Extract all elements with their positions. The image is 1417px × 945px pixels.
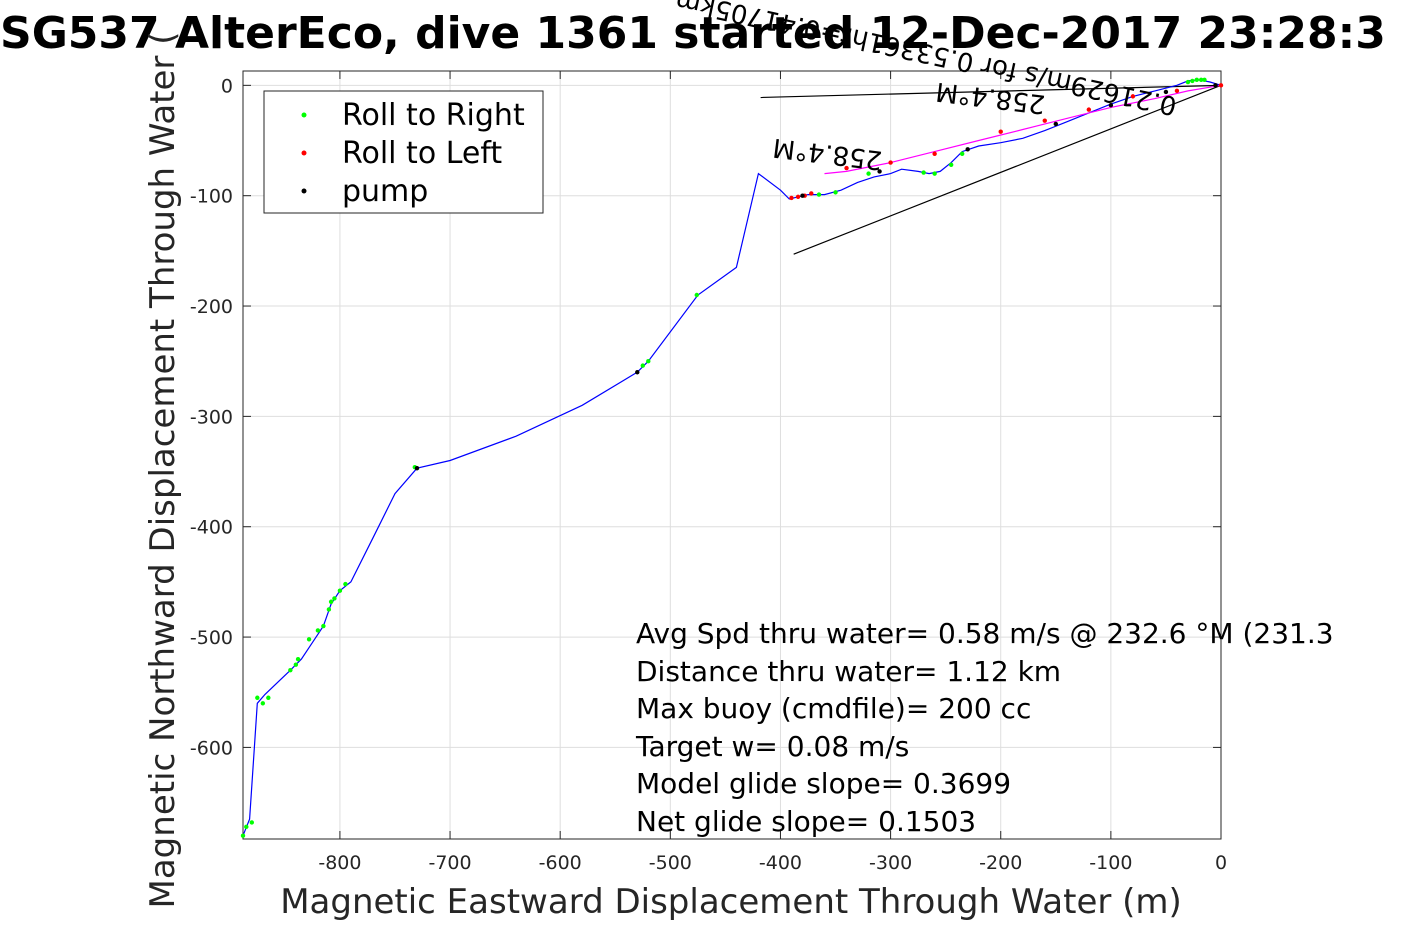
roll-right-point (240, 833, 246, 838)
roll-right-point (343, 581, 348, 587)
roll-left-point (809, 191, 814, 196)
roll-right-point (244, 824, 249, 830)
y-tick-label: -300 (190, 406, 233, 428)
roll-right-point (255, 695, 260, 700)
roll-right-point (315, 628, 321, 633)
pump-point (1213, 83, 1218, 88)
roll-right-point (646, 359, 651, 364)
x-tick-labels: -800 -700 -600 -500 -400 -300 -200 -100 0 (318, 852, 1227, 874)
roll-left-point (1042, 118, 1047, 123)
roll-right-point (694, 292, 699, 298)
roll-right-point (959, 151, 965, 156)
legend-box (263, 90, 544, 214)
roll-left-point (1174, 88, 1180, 94)
legend: Roll to Right Roll to Left pump (263, 90, 544, 214)
roll-right-point (1202, 77, 1207, 83)
avg-speed-text: Avg Spd thru water= 0.58 m/s @ 232.6 °M … (636, 617, 1334, 650)
roll-right-point (1185, 79, 1191, 85)
roll-right-point (306, 637, 312, 642)
legend-pump: pump (342, 174, 428, 209)
x-tick-label: 0 (1215, 852, 1227, 874)
roll-left-point (844, 165, 849, 171)
y-axis-label: Magnetic Northward Displacement Through … (143, 32, 183, 909)
model-glide-text: Model glide slope= 0.3699 (636, 767, 1011, 800)
chart-title: SG537 AlterEco, dive 1361 started 12-Dec… (0, 8, 1386, 59)
x-tick-label: -100 (1089, 852, 1132, 874)
pump-point (1108, 103, 1114, 108)
roll-left-point (1086, 107, 1092, 112)
roll-right-point (1194, 77, 1199, 83)
legend-marker-roll-left (301, 150, 307, 156)
roll-right-point (321, 623, 326, 629)
roll-right-point (921, 170, 926, 175)
pump-point (877, 169, 882, 174)
x-tick-label: -600 (539, 852, 582, 874)
roll-right-point (295, 656, 301, 662)
roll-right-point (866, 171, 871, 176)
roll-right-point (833, 190, 838, 195)
y-tick-label: -600 (190, 737, 233, 759)
y-tick-labels: 0 -100 -200 -300 -400 -500 -600 (190, 75, 233, 759)
roll-left-point (789, 195, 794, 201)
x-tick-label: -200 (979, 852, 1022, 874)
roll-right-point (337, 588, 343, 593)
roll-left-point (888, 160, 893, 165)
x-tick-label: -500 (649, 852, 692, 874)
roll-left-point (932, 151, 937, 156)
net-glide-text: Net glide slope= 0.1503 (636, 805, 976, 838)
x-tick-label: -300 (869, 852, 912, 874)
roll-right-point (816, 192, 822, 197)
y-tick-label: -400 (190, 517, 233, 539)
plot-frame (242, 70, 1222, 840)
distance-text: Distance thru water= 1.12 km (636, 655, 1061, 688)
roll-right-point (260, 701, 266, 706)
roll-left-point (1218, 83, 1224, 88)
pump-point (414, 466, 420, 471)
reference-lines (760, 84, 1222, 255)
roll-right-point (1198, 77, 1204, 83)
pump-point (635, 370, 640, 375)
y-tick-label: 0 (221, 75, 233, 97)
pump-point (1053, 121, 1058, 127)
heading-line (760, 84, 1222, 99)
legend-marker-roll-right (301, 112, 307, 118)
y-tick-label: -500 (190, 627, 233, 649)
pump-point (1163, 89, 1169, 95)
roll-right-point (640, 363, 645, 368)
roll-left-point (998, 129, 1003, 134)
roll-right-point (326, 607, 332, 612)
legend-marker-pump (301, 188, 307, 194)
model-track-line (824, 84, 1222, 175)
data-points (240, 77, 1224, 838)
roll-right-point (328, 599, 334, 604)
y-tick-label: -200 (190, 296, 233, 318)
max-buoy-text: Max buoy (cmdfile)= 200 cc (636, 692, 1031, 725)
roll-right-point (266, 695, 271, 700)
roll-right-point (288, 667, 293, 673)
target-w-text: Target w= 0.08 m/s (635, 730, 909, 763)
y-tick-label: -100 (190, 186, 233, 208)
roll-right-point (932, 171, 937, 176)
roll-right-point (332, 596, 337, 601)
roll-right-point (249, 820, 255, 825)
legend-roll-right: Roll to Right (342, 98, 525, 133)
stats-annotations: Avg Spd thru water= 0.58 m/s @ 232.6 °M … (635, 617, 1334, 838)
x-tick-label: -700 (428, 852, 471, 874)
legend-roll-left: Roll to Left (342, 136, 502, 171)
roll-right-point (1190, 78, 1195, 84)
roll-left-point (795, 194, 801, 199)
roll-right-point (293, 662, 299, 667)
x-tick-label: -800 (318, 852, 361, 874)
x-tick-label: -400 (759, 852, 802, 874)
pump-point (800, 193, 805, 198)
heading-line (793, 84, 1222, 255)
pump-point (965, 147, 970, 152)
roll-left-point (1130, 94, 1136, 99)
x-axis-label: Magnetic Eastward Displacement Through W… (280, 882, 1182, 922)
roll-right-point (948, 162, 954, 167)
